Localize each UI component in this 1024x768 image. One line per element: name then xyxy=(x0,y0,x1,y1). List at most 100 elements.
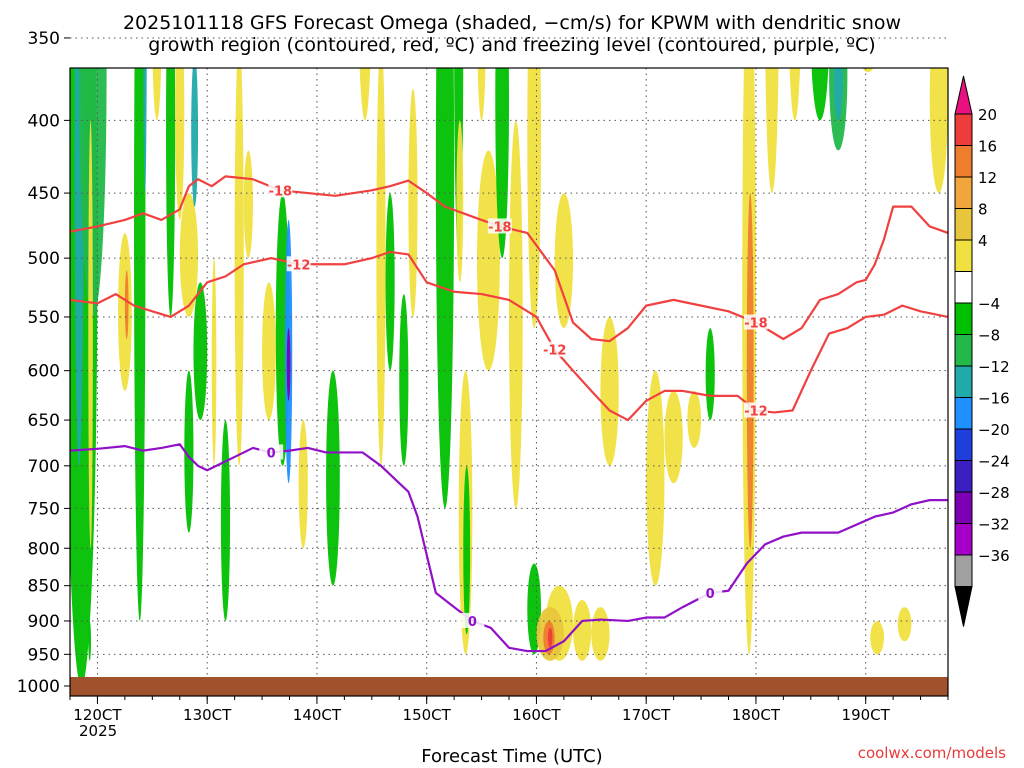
colorbar-label: 8 xyxy=(978,201,988,219)
omega-blob-32 xyxy=(408,88,418,317)
omega-blob-44 xyxy=(554,193,574,329)
y-tick-label: 350 xyxy=(28,29,60,49)
y-tick-label: 450 xyxy=(28,184,60,204)
chart-title-line-2: growth region (contoured, red, ºC) and f… xyxy=(148,34,876,56)
colorbar-label: −24 xyxy=(978,453,1010,471)
x-tick-label: 120CT xyxy=(73,706,122,724)
omega-blob-55 xyxy=(687,390,702,448)
omega-blob-8 xyxy=(134,68,146,621)
omega-blob-53 xyxy=(646,370,665,586)
x-axis-title: Forecast Time (UTC) xyxy=(421,746,603,767)
colorbar-label: 16 xyxy=(978,138,997,156)
omega-blob-62 xyxy=(789,68,801,121)
dendritic-contour-1-label-bg xyxy=(286,256,311,272)
dendritic-contour-1 xyxy=(70,250,948,422)
dendritic-contour-1-label: -12 xyxy=(543,344,567,359)
omega-blob-33 xyxy=(435,68,455,509)
omega-blob-35 xyxy=(456,120,464,283)
omega-blob-5 xyxy=(88,620,92,661)
dendritic-contour-1-label-bg xyxy=(743,402,768,418)
freezing-level-contour-label-bg xyxy=(698,584,723,600)
colorbar-segment xyxy=(954,271,973,304)
omega-blob-52 xyxy=(600,316,619,466)
colorbar-label: −8 xyxy=(978,327,1000,345)
colorbar-label: 20 xyxy=(978,106,997,124)
colorbar-segment xyxy=(954,302,973,335)
colorbar-label: −4 xyxy=(978,295,1000,313)
omega-blob-57 xyxy=(705,328,715,421)
omega-blob-28 xyxy=(359,68,371,121)
colorbar-segment xyxy=(954,208,973,241)
x-axis: 120CT 130CT 140CT 150CT 160CT 170CT 180CT 190CT xyxy=(69,696,949,724)
dendritic-contour-0-label-bg xyxy=(743,314,768,330)
colorbar: 20 16 12 8 4 −4 −8 −12 −16 −20 −24 −28 −32 −36 xyxy=(954,75,1010,627)
dendritic-contour-1-label: -12 xyxy=(287,258,311,273)
dendritic-contour-0-label: -18 xyxy=(488,220,512,235)
omega-blob-63 xyxy=(811,68,829,121)
freezing-level-contour xyxy=(70,443,948,653)
dendritic-contour-1-label-bg xyxy=(542,341,567,357)
omega-blob-27 xyxy=(326,370,340,586)
colorbar-segment xyxy=(954,334,973,367)
freezing-level-contour-label-bg xyxy=(460,612,485,628)
omega-blob-43 xyxy=(546,0,555,38)
contour-lines: -18 -18 -18 -12 -12 -12 0 0 0 xyxy=(70,175,948,653)
colorbar-label: −12 xyxy=(978,358,1010,376)
colorbar-segment xyxy=(954,460,973,493)
omega-blob-50 xyxy=(573,600,592,661)
y-tick-label: 400 xyxy=(28,111,60,131)
omega-blob-18 xyxy=(211,258,217,466)
omega-blob-67 xyxy=(862,68,874,73)
colorbar-label: −20 xyxy=(978,421,1010,439)
omega-blob-39 xyxy=(476,150,500,371)
omega-blob-2 xyxy=(71,0,75,38)
colorbar-segment xyxy=(954,428,973,461)
y-tick-label: 1000 xyxy=(17,677,60,697)
colorbar-label: 4 xyxy=(978,232,988,250)
y-axis: 2503003504004505005506006507007508008509… xyxy=(17,29,70,697)
omega-blob-16 xyxy=(191,68,199,207)
colorbar-segment xyxy=(954,491,973,524)
omega-blob-68 xyxy=(870,620,884,655)
x-tick-label: 140CT xyxy=(293,706,342,724)
omega-blob-40 xyxy=(495,68,509,259)
colorbar-label: −36 xyxy=(978,547,1010,565)
omega-blob-61 xyxy=(765,68,779,194)
omega-blob-70 xyxy=(929,68,948,194)
omega-blob-25 xyxy=(286,328,291,401)
omega-blob-31 xyxy=(399,294,409,466)
colorbar-segment xyxy=(954,397,973,430)
y-tick-label: 950 xyxy=(28,645,60,665)
y-tick-label: 600 xyxy=(28,362,60,382)
x-tick-label: 160CT xyxy=(512,706,561,724)
credit-link[interactable]: coolwx.com/models xyxy=(857,744,1006,762)
y-tick-label: 700 xyxy=(28,457,60,477)
omega-blob-13 xyxy=(175,68,185,220)
omega-blob-49 xyxy=(547,627,553,648)
y-tick-label: 900 xyxy=(28,612,60,632)
dendritic-contour-0 xyxy=(70,175,948,343)
omega-blob-9 xyxy=(143,68,147,194)
omega-blob-60 xyxy=(746,193,754,549)
omega-blob-19 xyxy=(220,420,231,621)
colorbar-top-arrow xyxy=(954,75,973,115)
terrain-band xyxy=(70,677,948,696)
x-tick-label: 130CT xyxy=(183,706,232,724)
dendritic-contour-1-label: -12 xyxy=(744,405,768,420)
omega-blob-51 xyxy=(591,607,610,661)
colorbar-label: −16 xyxy=(978,390,1010,408)
omega-blob-22 xyxy=(262,282,276,421)
x-tick-label: 180CT xyxy=(732,706,781,724)
colorbar-label: −32 xyxy=(978,516,1010,534)
x-tick-label: 150CT xyxy=(403,706,452,724)
omega-blob-42 xyxy=(527,68,542,329)
freezing-level-contour-label: 0 xyxy=(706,587,715,602)
omega-blob-26 xyxy=(298,420,308,549)
dendritic-contour-0-label: -18 xyxy=(269,184,293,199)
freezing-level-contour-label-bg xyxy=(259,444,284,460)
freezing-level-contour-label: 0 xyxy=(468,615,477,630)
chart-title-line-1: 2025101118 GFS Forecast Omega (shaded, −… xyxy=(122,12,902,34)
omega-shading xyxy=(70,0,948,686)
colorbar-label: −28 xyxy=(978,484,1010,502)
